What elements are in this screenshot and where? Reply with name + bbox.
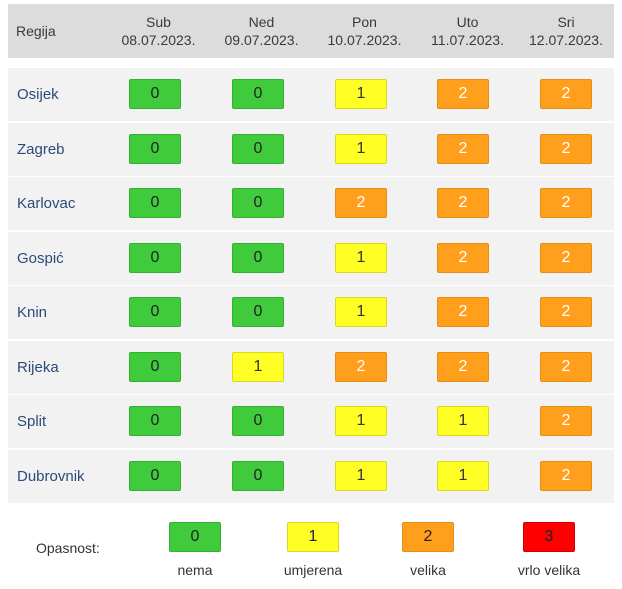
header-day-3: Pon 10.07.2023.: [312, 4, 417, 58]
region-name[interactable]: Osijek: [17, 86, 59, 103]
table-row: Split 0 0 1 1 2: [8, 395, 614, 448]
legend-badge: 2: [402, 522, 454, 552]
danger-badge: 2: [540, 352, 592, 382]
danger-badge: 0: [232, 188, 284, 218]
region-name[interactable]: Dubrovnik: [17, 468, 85, 485]
danger-badge: 2: [335, 188, 387, 218]
danger-badge: 1: [335, 79, 387, 109]
table-row: Karlovac 0 0 2 2 2: [8, 177, 614, 230]
region-name[interactable]: Split: [17, 413, 47, 430]
day-date: 12.07.2023.: [529, 32, 603, 48]
danger-badge: 2: [437, 352, 489, 382]
danger-badge: 0: [129, 243, 181, 273]
danger-badge: 0: [129, 352, 181, 382]
day-date: 09.07.2023.: [224, 32, 299, 48]
danger-badge: 0: [232, 297, 284, 327]
day-name: Sri: [557, 14, 575, 30]
danger-badge: 2: [335, 352, 387, 382]
header-day-1: Sub 08.07.2023.: [106, 4, 211, 58]
danger-badge: 2: [540, 406, 592, 436]
danger-badge: 2: [540, 461, 592, 491]
day-name: Pon: [352, 14, 377, 30]
day-name: Ned: [248, 14, 275, 30]
danger-badge: 0: [129, 188, 181, 218]
danger-badge: 2: [540, 297, 592, 327]
region-name[interactable]: Gospić: [17, 250, 64, 267]
danger-badge: 1: [437, 406, 489, 436]
table-row: Zagreb 0 0 1 2 2: [8, 123, 614, 176]
table-row: Dubrovnik 0 0 1 1 2: [8, 450, 614, 503]
header-day-4: Uto 11.07.2023.: [415, 4, 520, 58]
legend-badge: 0: [169, 522, 221, 552]
day-date: 08.07.2023.: [121, 32, 196, 48]
header-day-2: Ned 09.07.2023.: [209, 4, 314, 58]
danger-badge: 0: [129, 134, 181, 164]
header-region: Regija: [16, 4, 56, 58]
danger-badge: 1: [335, 406, 387, 436]
danger-badge: 1: [335, 134, 387, 164]
danger-badge: 0: [129, 461, 181, 491]
danger-badge: 0: [232, 406, 284, 436]
day-date: 10.07.2023.: [327, 32, 402, 48]
day-name: Uto: [456, 14, 479, 30]
legend-label: nema: [177, 562, 213, 578]
danger-badge: 2: [437, 243, 489, 273]
danger-badge: 1: [335, 243, 387, 273]
danger-badge: 1: [437, 461, 489, 491]
danger-badge: 1: [335, 297, 387, 327]
danger-badge: 2: [437, 297, 489, 327]
danger-badge: 2: [540, 134, 592, 164]
danger-badge: 2: [437, 79, 489, 109]
day-name: Sub: [146, 14, 171, 30]
danger-badge: 0: [129, 297, 181, 327]
danger-badge: 1: [335, 461, 387, 491]
danger-badge: 2: [437, 134, 489, 164]
legend-title: Opasnost:: [36, 540, 100, 556]
table-row: Gospić 0 0 1 2 2: [8, 232, 614, 285]
danger-badge: 2: [437, 188, 489, 218]
legend-label: vrlo velika: [517, 562, 581, 578]
danger-badge: 0: [129, 406, 181, 436]
header-region-label: Regija: [16, 23, 56, 39]
table-header: Regija Sub 08.07.2023. Ned 09.07.2023. P…: [8, 4, 614, 58]
region-name[interactable]: Knin: [17, 304, 48, 321]
danger-badge: 0: [232, 243, 284, 273]
danger-badge: 2: [540, 188, 592, 218]
danger-badge: 0: [232, 134, 284, 164]
danger-badge: 0: [232, 461, 284, 491]
table-row: Knin 0 0 1 2 2: [8, 286, 614, 339]
region-name[interactable]: Zagreb: [17, 141, 65, 158]
region-name[interactable]: Karlovac: [17, 195, 76, 212]
table-row: Osijek 0 0 1 2 2: [8, 68, 614, 121]
legend-label: velika: [410, 562, 446, 578]
legend-label: umjerena: [283, 562, 343, 578]
region-name[interactable]: Rijeka: [17, 359, 59, 376]
legend-badge: 3: [523, 522, 575, 552]
table-row: Rijeka 0 1 2 2 2: [8, 341, 614, 394]
danger-badge: 0: [129, 79, 181, 109]
header-day-5: Sri 12.07.2023.: [518, 4, 614, 58]
danger-badge: 0: [232, 79, 284, 109]
danger-badge: 1: [232, 352, 284, 382]
danger-badge: 2: [540, 79, 592, 109]
day-date: 11.07.2023.: [431, 32, 504, 48]
danger-badge: 2: [540, 243, 592, 273]
legend-badge: 1: [287, 522, 339, 552]
